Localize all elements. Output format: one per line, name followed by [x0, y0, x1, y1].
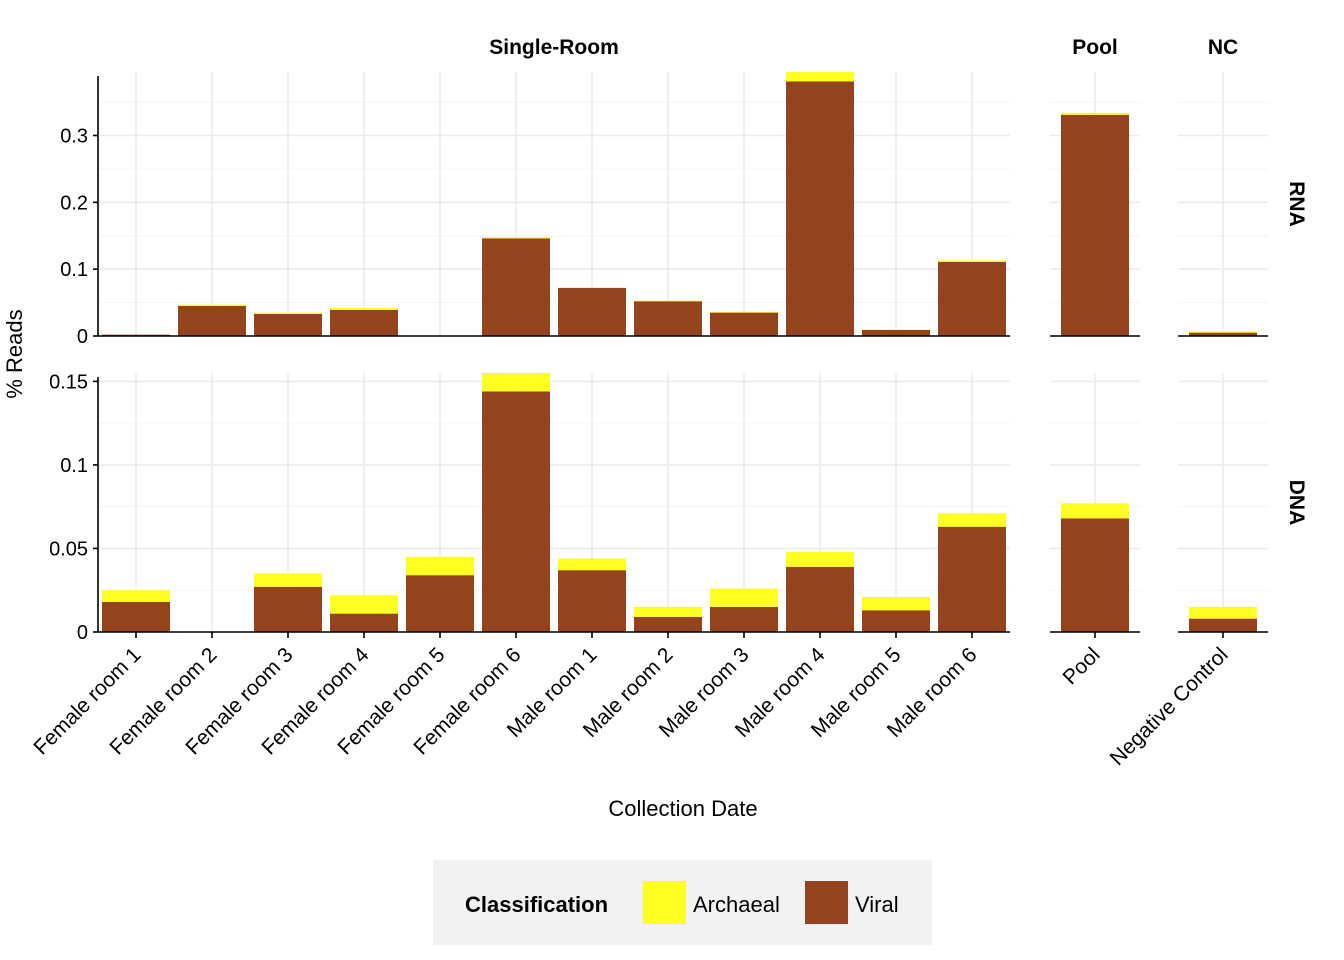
bar-archaeal	[862, 596, 930, 611]
bar-archaeal	[406, 556, 474, 576]
bar-viral	[102, 601, 170, 632]
bar-viral	[330, 309, 398, 336]
bar-viral	[862, 610, 930, 632]
y-tick-label: 0.15	[49, 371, 88, 393]
panel-rna-single-room	[98, 72, 1010, 337]
bar-viral	[254, 313, 322, 336]
bar-archaeal	[1189, 606, 1257, 619]
bar-archaeal	[254, 312, 322, 314]
bar-viral	[254, 586, 322, 632]
bar-archaeal	[938, 260, 1006, 262]
bar-archaeal	[254, 573, 322, 587]
bar-archaeal	[634, 300, 702, 302]
bar-archaeal	[634, 606, 702, 617]
legend-label-archaeal: Archaeal	[693, 892, 780, 917]
bar-archaeal	[710, 311, 778, 313]
y-tick-label: 0.2	[60, 192, 88, 214]
bar-viral	[1061, 518, 1129, 632]
bar-viral	[634, 301, 702, 336]
column-strip-label: Single-Room	[489, 36, 619, 59]
y-tick-label: 0.1	[60, 259, 88, 281]
legend: Classification Archaeal Viral	[433, 860, 932, 945]
column-strip-label: NC	[1208, 36, 1238, 59]
bar-viral	[1061, 114, 1129, 336]
bar-viral	[482, 238, 550, 336]
bar-viral	[1189, 618, 1257, 632]
panel-dna-pool	[1050, 373, 1140, 633]
bar-archaeal	[330, 307, 398, 310]
bar-archaeal	[102, 590, 170, 602]
bar-viral	[786, 81, 854, 336]
bar-archaeal	[482, 373, 550, 392]
y-tick-label: 0	[77, 326, 88, 348]
bar-archaeal	[482, 237, 550, 239]
bar-viral	[178, 305, 246, 336]
bar-viral	[406, 575, 474, 632]
panel-dna-single-room	[98, 373, 1010, 633]
bar-viral	[1189, 332, 1257, 336]
y-tick-label: 0.3	[60, 125, 88, 147]
bar-archaeal	[558, 558, 626, 571]
y-tick-label: 0	[77, 622, 88, 644]
bar-viral	[634, 616, 702, 632]
bar-archaeal	[938, 513, 1006, 527]
column-strip-label: Pool	[1072, 36, 1118, 59]
bar-viral	[482, 391, 550, 632]
bar-viral	[330, 613, 398, 632]
x-axis-title: Collection Date	[608, 796, 757, 821]
bar-viral	[938, 261, 1006, 336]
y-tick-label: 0.05	[49, 538, 88, 560]
panel-dna-nc	[1178, 373, 1268, 633]
bar-archaeal	[1061, 112, 1129, 115]
row-strip-label: DNA	[1285, 480, 1308, 526]
bar-archaeal	[862, 329, 930, 330]
bar-viral	[558, 287, 626, 336]
bar-archaeal	[786, 551, 854, 567]
bar-archaeal	[1189, 331, 1257, 333]
bar-viral	[558, 570, 626, 632]
x-tick-label: Pool	[1059, 643, 1105, 689]
y-axis-title: % Reads	[2, 309, 27, 398]
x-tick-label: Negative Control	[1106, 643, 1233, 770]
bar-archaeal	[786, 72, 854, 82]
bar-viral	[862, 329, 930, 336]
bar-viral	[786, 566, 854, 632]
panel-rna-nc	[1178, 72, 1268, 337]
y-tick-label: 0.1	[60, 455, 88, 477]
bar-archaeal	[1061, 503, 1129, 519]
bar-archaeal	[178, 304, 246, 306]
legend-swatch-viral	[805, 881, 848, 924]
bar-archaeal	[710, 588, 778, 607]
panel-rna-pool	[1050, 72, 1140, 337]
bar-viral	[938, 526, 1006, 632]
legend-swatch-archaeal	[643, 881, 686, 924]
bar-viral	[710, 606, 778, 632]
bar-viral	[710, 312, 778, 336]
legend-title: Classification	[465, 892, 608, 917]
bar-archaeal	[330, 595, 398, 614]
legend-label-viral: Viral	[855, 892, 899, 917]
row-strip-label: RNA	[1285, 181, 1308, 227]
